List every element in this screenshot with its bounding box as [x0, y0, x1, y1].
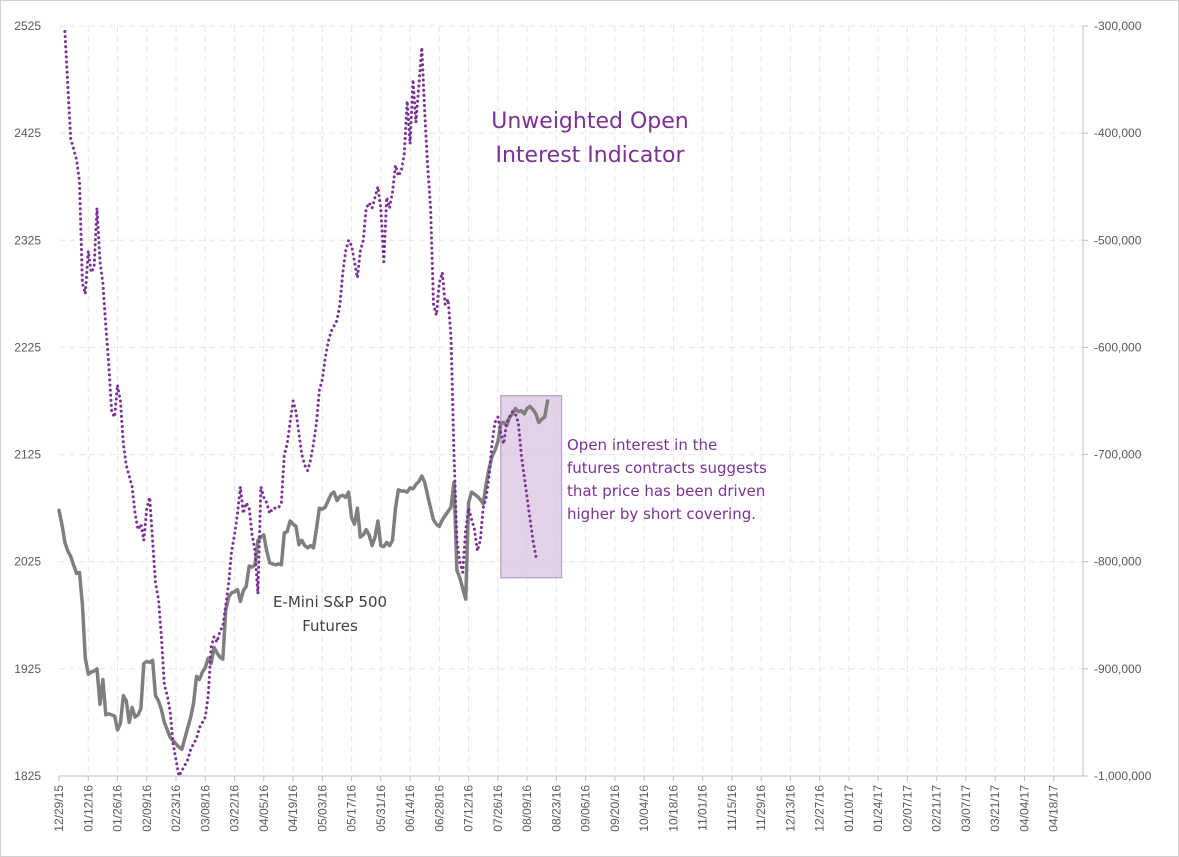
price-series-label: Futures	[302, 617, 358, 635]
y-left-tick-label: 2525	[14, 19, 41, 33]
x-tick-label: 08/09/16	[520, 785, 534, 832]
y-left-tick-label: 2225	[14, 340, 41, 354]
x-tick-label: 09/06/16	[579, 785, 593, 832]
y-left-tick-label: 2325	[14, 233, 41, 247]
x-tick-label: 03/07/17	[959, 785, 973, 832]
highlight-box-layer	[500, 395, 563, 579]
x-tick-label: 10/04/16	[637, 785, 651, 832]
open-interest-series-line	[63, 29, 538, 778]
x-tick-label: 04/04/17	[1017, 785, 1031, 832]
highlight-box	[500, 395, 563, 579]
x-tick-label: 12/27/16	[813, 785, 827, 832]
chart-title: Interest Indicator	[496, 143, 686, 168]
x-tick-label: 07/12/16	[462, 785, 476, 832]
x-tick-label: 12/29/15	[52, 785, 66, 832]
annotation-text: higher by short covering.	[567, 505, 756, 523]
y-left-tick-label: 2125	[14, 448, 41, 462]
x-tick-label: 02/23/16	[169, 785, 183, 832]
x-tick-label: 11/15/16	[725, 785, 739, 831]
y-right-tick-label: -800,000	[1094, 555, 1142, 569]
x-tick-label: 02/09/16	[140, 785, 154, 832]
x-tick-label: 01/24/17	[871, 785, 885, 832]
y-left-tick-label: 1925	[14, 662, 41, 676]
x-tick-label: 04/05/16	[257, 785, 271, 832]
x-tick-label: 04/18/17	[1047, 785, 1061, 832]
y-left-tick-label: 2025	[14, 555, 41, 569]
x-tick-label: 12/13/16	[783, 785, 797, 832]
annotation-text: that price has been driven	[567, 482, 765, 500]
annotation-text: Open interest in the	[567, 436, 717, 454]
x-tick-label: 02/07/17	[900, 785, 914, 832]
x-tick-label: 09/20/16	[608, 785, 622, 832]
series-layer	[57, 29, 550, 778]
y-left-tick-label: 2425	[14, 126, 41, 140]
grid-layer	[59, 25, 1083, 776]
x-tick-label: 03/08/16	[198, 785, 212, 832]
y-right-tick-label: -700,000	[1094, 448, 1142, 462]
text-layer: 1825 1925 2025 2125 2225 2325 2425 2525 -1,000,0…	[14, 19, 1151, 832]
y-left-tick-label: 1825	[14, 769, 41, 783]
x-tick-label: 05/17/16	[345, 785, 359, 832]
x-tick-label: 03/21/17	[988, 785, 1002, 832]
x-tick-label: 07/26/16	[491, 785, 505, 832]
y-right-tick-label: -1,000,000	[1094, 769, 1152, 783]
x-tick-label: 06/14/16	[403, 785, 417, 832]
x-tick-label: 01/10/17	[842, 785, 856, 832]
x-tick-label: 03/22/16	[228, 785, 242, 832]
x-tick-label: 01/12/16	[81, 785, 95, 832]
x-tick-label: 06/28/16	[432, 785, 446, 832]
x-tick-label: 05/03/16	[315, 785, 329, 832]
x-tick-label: 10/18/16	[666, 785, 680, 832]
x-tick-label: 01/26/16	[111, 785, 125, 832]
x-tick-label: 04/19/16	[286, 785, 300, 832]
annotation-text: futures contracts suggests	[567, 459, 767, 477]
axes-layer	[58, 25, 1088, 781]
x-tick-label: 02/21/17	[930, 785, 944, 832]
price-series-line	[57, 399, 550, 751]
x-tick-label: 08/23/16	[549, 785, 563, 832]
y-right-tick-label: -300,000	[1094, 19, 1142, 33]
chart-title: Unweighted Open	[491, 109, 688, 134]
y-right-tick-label: -400,000	[1094, 126, 1142, 140]
y-right-tick-label: -900,000	[1094, 662, 1142, 676]
x-tick-label: 11/01/16	[696, 785, 710, 831]
x-tick-label: 11/29/16	[754, 785, 768, 831]
price-series-label: E-Mini S&P 500	[273, 593, 387, 611]
x-tick-label: 05/31/16	[374, 785, 388, 832]
y-right-tick-label: -600,000	[1094, 340, 1142, 354]
y-right-tick-label: -500,000	[1094, 233, 1142, 247]
